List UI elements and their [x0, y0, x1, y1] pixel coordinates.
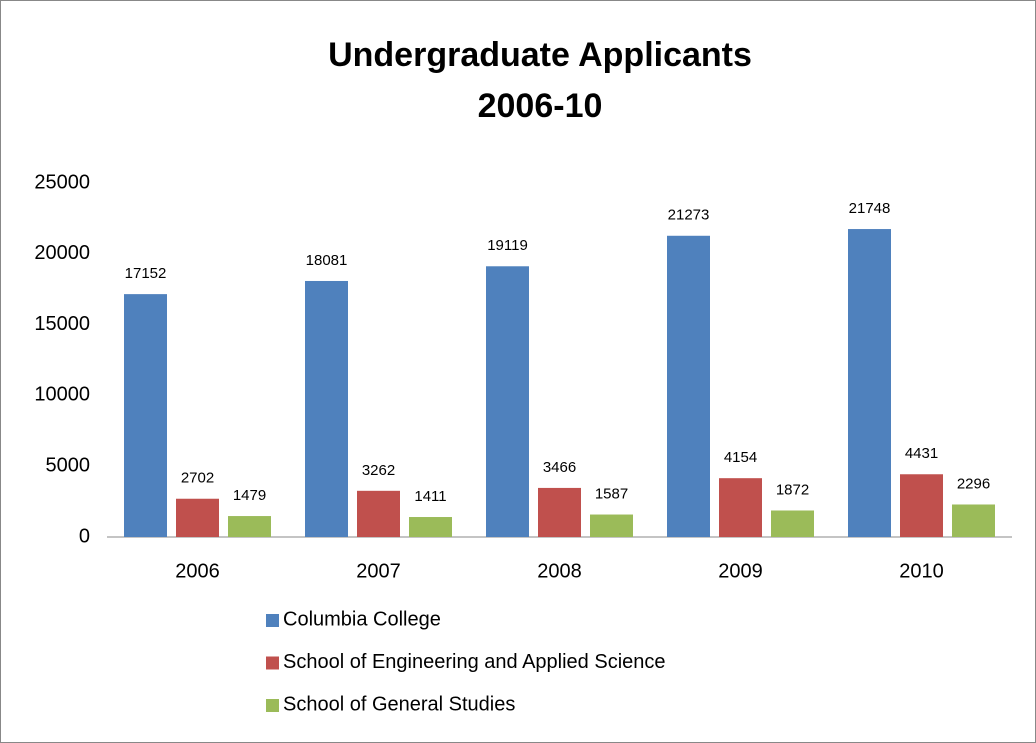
- legend-swatch: [266, 614, 279, 627]
- bar: [357, 490, 400, 537]
- data-label: 19119: [487, 237, 528, 254]
- chart-title: 2006-10: [478, 87, 603, 125]
- chart-title: Undergraduate Applicants: [328, 36, 752, 74]
- bar: [667, 235, 710, 537]
- x-tick-label: 2009: [718, 560, 763, 582]
- y-tick-label: 25000: [34, 171, 90, 193]
- data-label: 17152: [125, 265, 167, 282]
- data-label: 3466: [543, 459, 576, 476]
- bar: [719, 478, 762, 537]
- bar: [848, 229, 891, 537]
- data-label: 1587: [595, 485, 628, 502]
- legend-label: School of Engineering and Applied Scienc…: [283, 651, 666, 673]
- y-tick-label: 5000: [46, 454, 91, 476]
- data-label: 4154: [724, 449, 757, 466]
- x-tick-label: 2007: [356, 560, 401, 582]
- data-label: 21273: [668, 207, 710, 224]
- data-label: 1479: [233, 487, 266, 504]
- data-label: 2702: [181, 470, 214, 487]
- bar: [900, 474, 943, 537]
- data-label: 1872: [776, 481, 809, 498]
- bar: [228, 516, 271, 537]
- data-label: 2296: [957, 475, 990, 492]
- legend-swatch: [266, 699, 279, 712]
- y-tick-label: 20000: [34, 242, 90, 264]
- legend-swatch: [266, 656, 279, 670]
- bar: [305, 280, 348, 537]
- bar: [952, 504, 995, 537]
- legend-label: School of General Studies: [283, 693, 515, 715]
- bar: [176, 498, 219, 537]
- legend-label: Columbia College: [283, 608, 441, 630]
- y-tick-label: 15000: [34, 313, 90, 335]
- data-label: 18081: [306, 252, 348, 269]
- bar: [771, 510, 814, 537]
- x-tick-label: 2006: [175, 560, 220, 582]
- bar: [590, 514, 633, 537]
- data-label: 3262: [362, 462, 395, 479]
- x-tick-label: 2008: [537, 560, 582, 582]
- data-label: 4431: [905, 445, 938, 462]
- y-tick-label: 10000: [34, 384, 90, 406]
- bar: [409, 517, 452, 537]
- bar: [486, 266, 529, 537]
- x-tick-label: 2010: [899, 560, 944, 582]
- bar: [538, 487, 581, 537]
- y-tick-label: 0: [79, 525, 90, 547]
- data-label: 1411: [414, 488, 446, 505]
- bar: [124, 294, 167, 537]
- data-label: 21748: [849, 200, 891, 217]
